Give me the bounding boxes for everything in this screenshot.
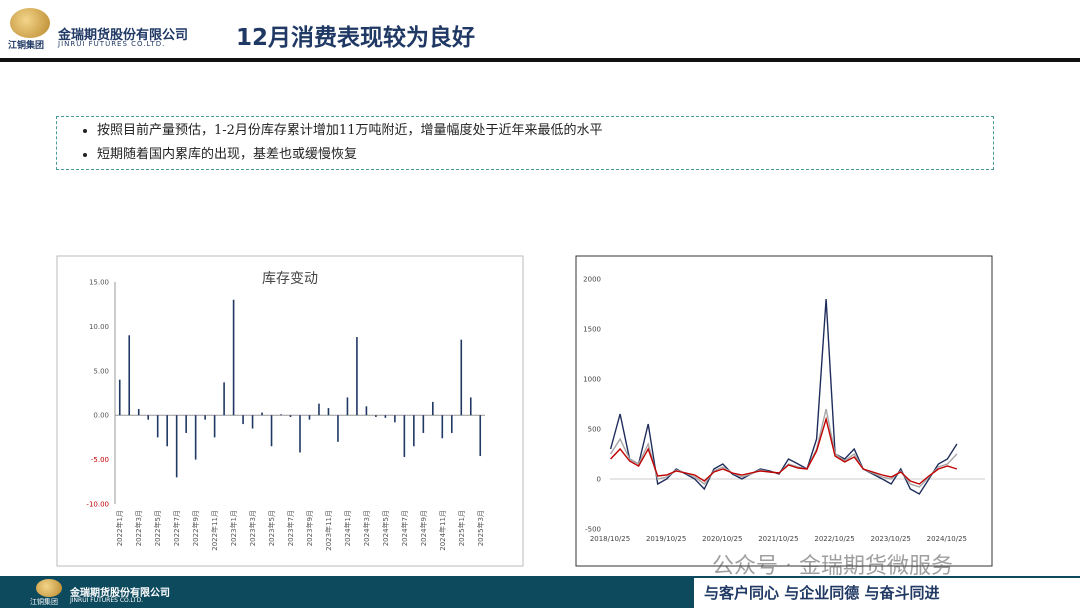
x-tick-label: 2023年3月 [248, 510, 257, 546]
bar [469, 397, 472, 416]
bar [327, 408, 330, 416]
footer-logo [36, 579, 62, 597]
footer-company: 金瑞期货股份有限公司 [70, 588, 170, 599]
bar [280, 414, 282, 416]
x-tick-label: 2019/10/25 [646, 535, 686, 543]
bar [137, 408, 140, 416]
x-tick-label: 2022/10/25 [814, 535, 854, 543]
bar [128, 335, 131, 416]
x-tick-label: 2022年9月 [191, 510, 200, 546]
x-tick-label: 2023年7月 [286, 510, 295, 546]
header [0, 0, 1080, 62]
bar [213, 415, 216, 438]
y-tick-label: 1000 [583, 376, 601, 384]
x-tick-label: 2024年11月 [438, 510, 447, 551]
x-tick-label: 2022年3月 [134, 510, 143, 546]
footer-company-en: JINRUI FUTURES CO.LTD. [70, 597, 144, 604]
bar [479, 415, 482, 457]
bar [261, 412, 263, 416]
y-tick-label: -10.00 [86, 501, 109, 509]
bar [166, 415, 168, 447]
bar [450, 415, 453, 433]
bar [175, 415, 178, 478]
y-tick-label: -5.00 [91, 456, 109, 464]
bar [432, 401, 434, 416]
y-tick-label: 5.00 [93, 367, 109, 375]
bar [384, 415, 387, 418]
bar [308, 415, 311, 420]
bar [251, 415, 254, 429]
x-tick-label: 2024年7月 [400, 510, 409, 546]
x-tick-label: 2018/10/25 [590, 535, 630, 543]
bullet-box: 按照目前产量预估，1-2月份库存累计增加11万吨附近，增量幅度处于近年来最低的水… [56, 116, 994, 170]
chart-frame [575, 255, 993, 567]
bar [346, 397, 349, 416]
bar [194, 415, 197, 460]
y-tick-label: 0 [597, 476, 601, 484]
bar [232, 299, 235, 416]
x-tick-label: 2022年11月 [210, 510, 219, 551]
bar [356, 337, 358, 416]
x-tick-label: 2022年1月 [115, 510, 124, 546]
bar [204, 415, 206, 420]
x-tick-label: 2024年9月 [419, 510, 428, 546]
x-tick-label: 2023年5月 [267, 510, 276, 546]
company-name-en: JINRUI FUTURES CO.LTD. [58, 40, 166, 48]
bar [156, 415, 159, 438]
company-name: 金瑞期货股份有限公司 [58, 28, 189, 43]
line-series [610, 416, 958, 485]
x-tick-label: 2022年7月 [172, 510, 181, 546]
y-tick-label: -500 [585, 526, 601, 534]
bar [413, 415, 415, 447]
y-tick-label: 1500 [583, 326, 601, 334]
bar [394, 415, 396, 423]
x-tick-label: 2021/10/25 [758, 535, 798, 543]
bar [242, 415, 244, 425]
bar [289, 415, 292, 417]
y-tick-label: 0.00 [93, 412, 109, 420]
bar [185, 415, 187, 433]
slide-title: 12月消费表现较为良好 [236, 25, 476, 51]
bar [365, 406, 368, 416]
x-tick-label: 2023年1月 [229, 510, 238, 546]
chart-title: 库存变动 [262, 271, 318, 287]
bar [441, 415, 444, 439]
bar [147, 415, 150, 420]
x-tick-label: 2020/10/25 [702, 535, 742, 543]
x-tick-label: 2024年1月 [343, 510, 352, 546]
bar [118, 379, 121, 416]
bar [375, 415, 377, 417]
footer-group: 江铜集团 [30, 598, 58, 606]
y-tick-label: 2000 [583, 276, 601, 284]
bar [422, 415, 425, 433]
bullet: 按照目前产量预估，1-2月份库存累计增加11万吨附近，增量幅度处于近年来最低的水… [97, 119, 993, 143]
bar [318, 403, 320, 416]
slogan: 与客户同心 与企业同德 与奋斗同进 [694, 578, 1080, 608]
x-tick-label: 2023/10/25 [871, 535, 911, 543]
group-name: 江铜集团 [8, 41, 45, 51]
logo [10, 8, 50, 38]
x-tick-label: 2023年11月 [324, 510, 333, 551]
bar [270, 415, 273, 447]
x-tick-label: 2023年9月 [305, 510, 314, 546]
x-tick-label: 2025年3月 [476, 510, 485, 546]
x-tick-label: 2024年3月 [362, 510, 371, 546]
bar [337, 415, 339, 442]
bar [223, 382, 225, 416]
x-tick-label: 2024/10/25 [927, 535, 967, 543]
bar [460, 339, 463, 416]
y-tick-label: 500 [588, 426, 601, 434]
watermark: 公众号 · 金瑞期货微服务 [712, 554, 953, 579]
bullet: 短期随着国内累库的出现，基差也或缓慢恢复 [97, 143, 993, 167]
bar [299, 415, 301, 453]
x-tick-label: 2024年5月 [381, 510, 390, 546]
x-tick-label: 2025年1月 [457, 510, 466, 546]
y-tick-label: 10.00 [89, 323, 109, 331]
chart-frame [56, 255, 524, 567]
y-tick-label: 15.00 [89, 279, 109, 287]
bar [403, 415, 406, 457]
x-tick-label: 2022年5月 [153, 510, 162, 546]
